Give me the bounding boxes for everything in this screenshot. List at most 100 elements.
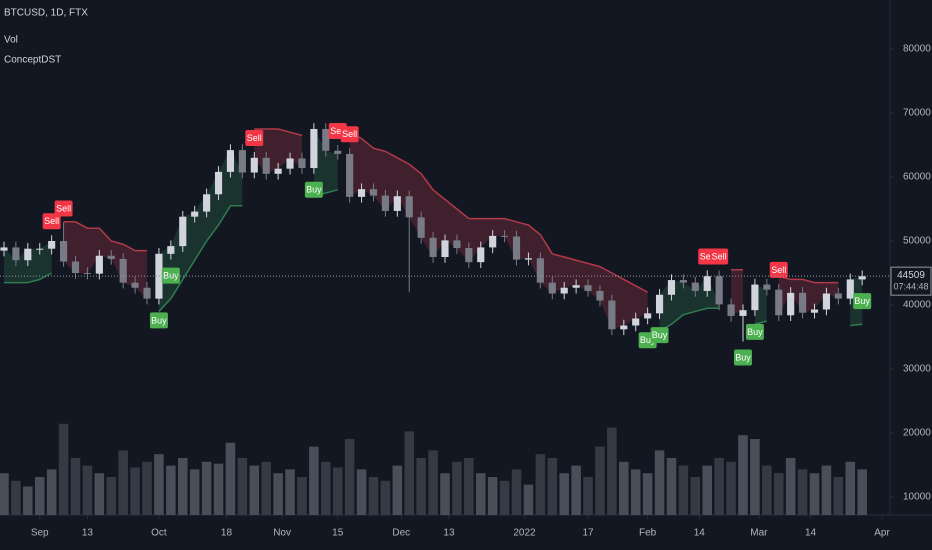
band-line [63,221,148,252]
band-line [349,131,648,293]
candle-body [763,284,771,290]
volume-bar [785,458,796,515]
volume-bar [70,458,81,515]
candle-body [24,248,32,261]
x-tick-label: 15 [332,528,344,539]
candle-body [620,325,628,330]
volume-bar [34,477,45,515]
x-tick-label: Nov [273,528,291,539]
volume-bar [475,473,486,515]
candle-body [489,235,497,248]
candle-body [0,247,8,251]
signal-box [650,327,669,344]
volume-bar [428,450,438,515]
x-tick-label: 14 [805,528,817,539]
candle-body [83,273,91,275]
volume-bar [130,467,140,515]
signal: Buy [149,312,168,329]
volume-bar [178,458,188,515]
x-tick-label: 13 [82,528,94,539]
volume-bar [773,473,784,515]
volume-bar [845,461,856,515]
y-tick-label: 70000 [903,108,931,119]
countdown: 07:44:48 [893,282,928,292]
volume-bar [23,486,33,515]
volume-bar [368,477,379,515]
volume-bar [321,461,331,515]
signal: Buy [650,327,669,344]
candle-body [262,157,270,174]
volume-bar [714,458,724,515]
signal-label: Buy [735,352,751,362]
signal: Sell [54,200,73,217]
band-fill [778,276,839,316]
candle-body [167,246,175,254]
x-tick-label: Apr [874,528,890,539]
candle-body [810,309,819,313]
volume-bar [237,458,248,515]
volume-bar [762,465,772,515]
volume-bar [630,469,641,515]
symbol: BTCUSD, 1D, FTX [4,8,88,19]
volume-bar [142,461,152,515]
candle-body [381,195,389,211]
volume-bar [607,427,617,515]
volume-bar [499,480,510,515]
signal-label: Sell [330,126,345,136]
volume-bar [440,473,450,515]
candle-body [775,289,783,316]
candle-body [536,258,544,283]
signal-label: Buy [747,327,763,337]
candle-body [357,189,366,197]
volume-bar [595,446,605,515]
candle-body [858,276,866,280]
signal-box [42,213,61,230]
signal-label: Buy [306,185,322,195]
signal-box [745,323,764,340]
band-line [659,307,720,332]
signal-box [733,349,752,366]
candle-body [59,241,68,262]
signal-label: Sell [56,203,71,213]
volume-bar [809,473,820,515]
volume-bar [619,461,629,515]
candle-body [369,189,378,196]
candle-body [477,247,485,263]
y-tick-label: 60000 [903,172,931,183]
y-tick-label: 40000 [903,300,931,311]
candle-body [739,310,747,316]
signal-label: Buy [163,270,179,280]
volume-bar [189,469,200,515]
candle-body [727,304,735,316]
band-line [850,323,863,327]
band-line [754,320,768,325]
band-line [3,272,53,284]
candle-body [691,282,699,291]
volume-bar [380,480,391,515]
signal: Sell [245,130,264,147]
candle-body [572,285,580,288]
volume-bar [666,458,677,515]
candle-body [429,237,437,258]
volume-bar [452,461,462,515]
candle-body [286,158,294,169]
candle-body [214,171,223,195]
signal-label: Buy [151,315,167,325]
signal: Buy [733,349,752,366]
band-fill [349,132,648,330]
candle-body [226,150,235,172]
candle-body [417,217,425,238]
candle-body [48,241,56,249]
y-tick-label: 10000 [903,492,931,503]
signal: Sell [340,126,359,143]
candle-body [632,318,640,326]
candle-body [584,285,592,291]
volume-bar [547,458,558,515]
candle-body [703,276,711,291]
candle-body [298,158,306,169]
signal-box [304,181,323,198]
signal-box [340,126,359,143]
candle-body [71,261,80,274]
signal-box [161,267,180,284]
volume-bar [201,461,212,515]
